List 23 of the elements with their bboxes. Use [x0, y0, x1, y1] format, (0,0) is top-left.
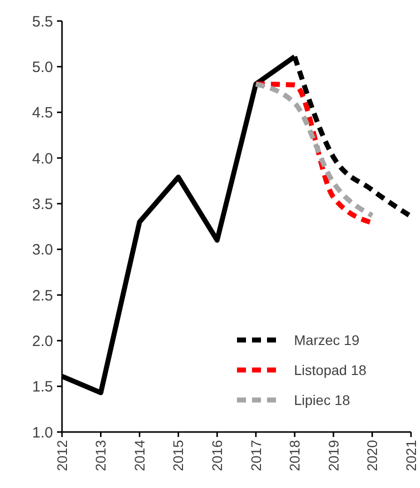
x-tick-label: 2019 — [325, 440, 342, 472]
x-tick-label: 2021 — [402, 440, 419, 472]
x-tick-label: 2015 — [170, 440, 186, 472]
y-tick-label: 5.0 — [32, 58, 53, 76]
legend-label: Lipiec 18 — [294, 392, 350, 408]
legend-label: Listopad 18 — [294, 362, 367, 378]
y-tick-label: 4.0 — [32, 150, 53, 168]
y-tick-label: 2.5 — [32, 287, 53, 304]
x-tick-label: 2016 — [209, 440, 226, 472]
y-tick-label: 2.0 — [32, 332, 53, 350]
x-tick-label: 2017 — [248, 440, 264, 472]
x-tick-label: 2012 — [54, 440, 70, 472]
y-tick-label: 1.5 — [32, 378, 53, 396]
legend-label: Marzec 19 — [294, 332, 360, 348]
y-tick-label: 4.5 — [32, 104, 53, 122]
x-tick-label: 2013 — [92, 440, 109, 472]
y-tick-label: 5.5 — [32, 13, 53, 30]
y-tick-label: 1.0 — [32, 424, 53, 442]
x-tick-label: 2014 — [131, 440, 148, 472]
y-tick-label: 3.0 — [32, 242, 53, 259]
x-tick-label: 2018 — [286, 440, 303, 472]
x-tick-label: 2020 — [364, 440, 380, 472]
y-tick-label: 3.5 — [32, 196, 53, 213]
